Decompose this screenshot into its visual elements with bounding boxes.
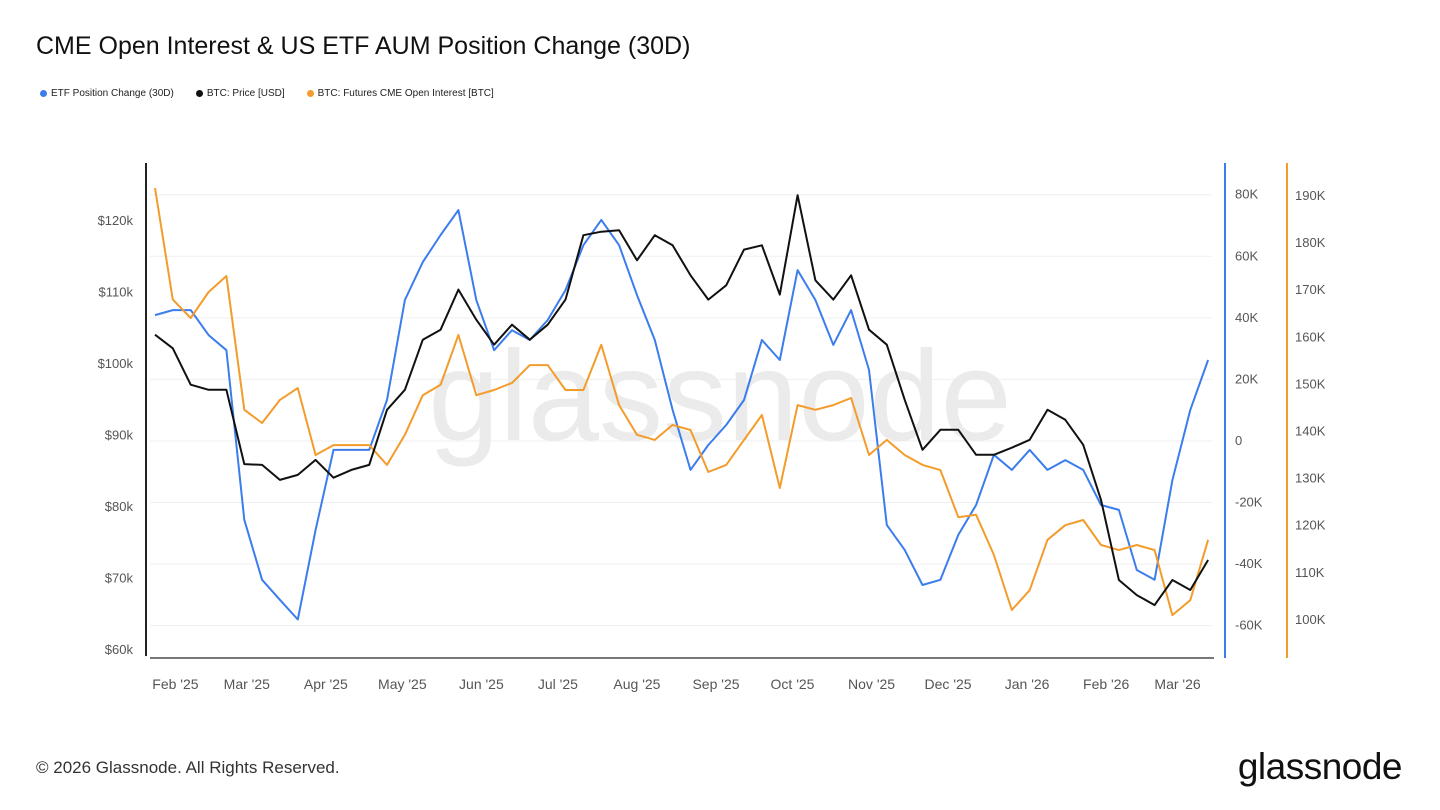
x-tick-label: Feb '26 bbox=[1083, 676, 1129, 692]
legend: ETF Position Change (30D) BTC: Price [US… bbox=[40, 88, 494, 99]
x-tick-label: Jan '26 bbox=[1005, 676, 1050, 692]
etf-tick-label: 0 bbox=[1235, 433, 1242, 448]
legend-label-cme-oi: BTC: Futures CME Open Interest [BTC] bbox=[317, 88, 494, 99]
glassnode-logo: glassnode bbox=[1237, 746, 1403, 787]
legend-item-cme-oi[interactable]: BTC: Futures CME Open Interest [BTC] bbox=[306, 88, 494, 99]
series-lines bbox=[154, 187, 1210, 621]
cme-oi-tick-label: 100K bbox=[1295, 612, 1326, 627]
x-tick-label: May '25 bbox=[378, 676, 427, 692]
chart-title: CME Open Interest & US ETF AUM Position … bbox=[36, 32, 691, 60]
cme-oi-tick-label: 160K bbox=[1295, 329, 1326, 344]
x-tick-label: Jul '25 bbox=[538, 676, 578, 692]
left-tick-label: $90k bbox=[105, 428, 134, 443]
cme-oi-tick-label: 190K bbox=[1295, 188, 1326, 203]
legend-label-etf: ETF Position Change (30D) bbox=[51, 88, 174, 99]
x-tick-label: Sep '25 bbox=[692, 676, 739, 692]
tick-labels: $60k $70k $80k $90k $100k $110k $120k -60K -40K -… bbox=[98, 187, 1326, 692]
series-line-cme-oi bbox=[154, 187, 1210, 617]
cme-oi-tick-label: 130K bbox=[1295, 471, 1326, 486]
x-tick-label: Aug '25 bbox=[613, 676, 660, 692]
x-tick-label: Apr '25 bbox=[304, 676, 348, 692]
left-tick-label: $100k bbox=[98, 356, 134, 371]
watermark: glassnode bbox=[428, 325, 1012, 468]
etf-tick-label: 40K bbox=[1235, 310, 1258, 325]
etf-tick-label: -40K bbox=[1235, 556, 1263, 571]
cme-oi-tick-label: 180K bbox=[1295, 235, 1326, 250]
left-tick-label: $110k bbox=[99, 284, 134, 299]
copyright: © 2026 Glassnode. All Rights Reserved. bbox=[36, 758, 340, 777]
legend-dot-price-icon bbox=[195, 90, 203, 97]
left-tick-label: $80k bbox=[105, 499, 134, 514]
left-tick-label: $60k bbox=[105, 642, 134, 657]
etf-tick-label: -60K bbox=[1235, 618, 1263, 633]
x-tick-label: Mar '26 bbox=[1154, 676, 1200, 692]
left-tick-label: $120k bbox=[98, 213, 134, 228]
legend-item-price[interactable]: BTC: Price [USD] bbox=[195, 88, 285, 99]
cme-oi-tick-label: 140K bbox=[1295, 423, 1326, 438]
axes bbox=[145, 163, 1288, 659]
etf-tick-label: 20K bbox=[1235, 371, 1258, 386]
cme-oi-tick-label: 110K bbox=[1295, 565, 1325, 580]
cme-oi-tick-label: 170K bbox=[1295, 282, 1326, 297]
legend-dot-etf-icon bbox=[40, 90, 47, 97]
etf-tick-label: 80K bbox=[1235, 187, 1258, 202]
x-tick-label: Jun '25 bbox=[459, 676, 504, 692]
left-tick-label: $70k bbox=[105, 571, 134, 586]
cme-oi-tick-label: 120K bbox=[1295, 518, 1326, 533]
x-tick-label: Mar '25 bbox=[224, 676, 270, 692]
x-tick-label: Feb '25 bbox=[152, 676, 198, 692]
series-line-etf bbox=[154, 209, 1210, 621]
x-tick-label: Nov '25 bbox=[848, 676, 895, 692]
series-line-price bbox=[154, 194, 1209, 607]
legend-dot-cme-oi-icon bbox=[306, 90, 314, 97]
etf-tick-label: 60K bbox=[1235, 248, 1258, 263]
x-tick-label: Oct '25 bbox=[771, 676, 815, 692]
legend-label-price: BTC: Price [USD] bbox=[206, 88, 285, 99]
etf-tick-label: -20K bbox=[1235, 495, 1263, 510]
cme-oi-tick-label: 150K bbox=[1295, 376, 1326, 391]
x-tick-label: Dec '25 bbox=[925, 676, 972, 692]
legend-item-etf[interactable]: ETF Position Change (30D) bbox=[40, 88, 174, 99]
